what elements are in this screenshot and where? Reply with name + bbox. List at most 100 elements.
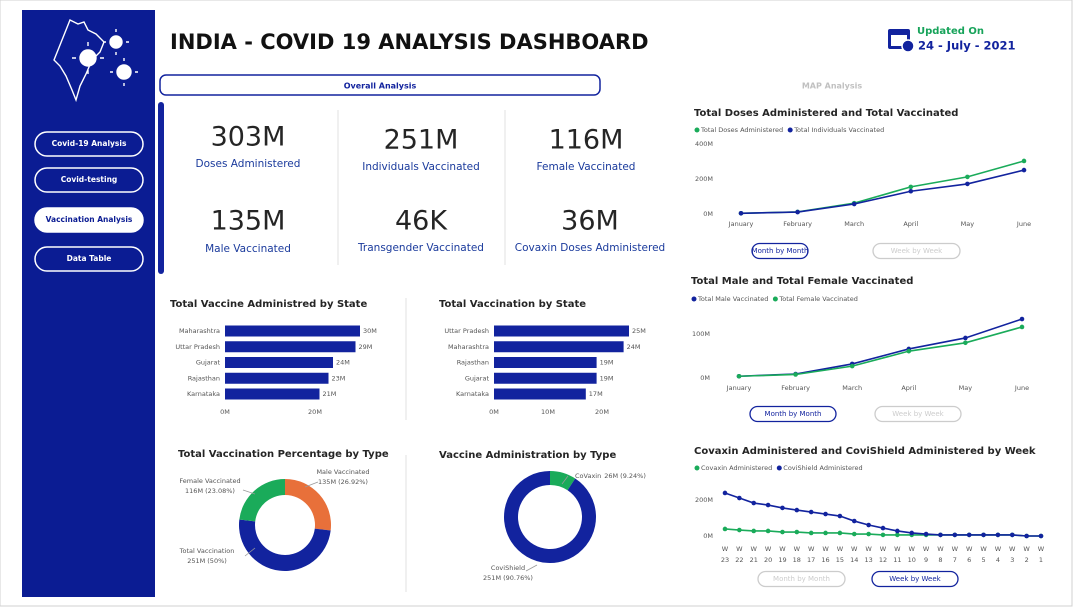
data-point xyxy=(808,530,814,536)
tab-label[interactable]: MAP Analysis xyxy=(802,82,863,91)
x-tick-label: 0M xyxy=(220,408,230,416)
nav-label[interactable]: Covid-testing xyxy=(61,175,118,184)
scrollbar[interactable] xyxy=(158,102,164,274)
nav-label[interactable]: Data Table xyxy=(67,254,112,263)
data-point xyxy=(736,373,742,379)
nav-button[interactable] xyxy=(34,246,144,272)
segment-name: Male Vaccinated xyxy=(316,468,369,476)
toggle-button[interactable] xyxy=(757,570,846,588)
data-point xyxy=(751,500,757,506)
sidebar xyxy=(22,10,155,597)
data-point xyxy=(880,525,886,531)
data-point xyxy=(837,513,843,519)
data-point xyxy=(880,532,886,538)
chart-title: Covaxin Administered and CoviShield Admi… xyxy=(694,446,1036,457)
toggle-label[interactable]: Month by Month xyxy=(773,575,830,583)
value-label: 17M xyxy=(589,390,603,398)
chart-title: Total Vaccine Administred by State xyxy=(170,299,367,310)
data-point xyxy=(938,532,943,538)
chart-title: Total Vaccination by State xyxy=(439,299,586,310)
data-point xyxy=(908,184,914,190)
leader-line xyxy=(525,564,538,572)
x-tick-label: 20M xyxy=(595,408,609,416)
category-label: Rajasthan xyxy=(457,359,489,367)
x-tick-label: W 13 xyxy=(864,545,872,564)
data-point xyxy=(851,201,857,207)
segment-label: CoVaxin 26M (9.24%) xyxy=(575,472,646,480)
nav-label[interactable]: Covid-19 Analysis xyxy=(52,139,127,148)
segment-value: 251M (50%) xyxy=(187,557,227,565)
tab-label[interactable]: Overall Analysis xyxy=(344,82,417,91)
data-point xyxy=(780,529,785,535)
leader-line xyxy=(242,489,256,495)
toggle-button[interactable] xyxy=(871,570,959,588)
nav-button-active[interactable] xyxy=(34,207,144,233)
y-tick-label: 0M xyxy=(703,210,713,218)
data-point xyxy=(895,532,900,538)
data-point xyxy=(823,530,828,536)
leader-line xyxy=(561,475,569,485)
toggle-button[interactable] xyxy=(872,242,961,260)
series-line xyxy=(738,326,1023,378)
legend-marker xyxy=(772,296,778,302)
data-point xyxy=(981,532,986,538)
x-tick-label: February xyxy=(781,384,810,392)
data-point xyxy=(751,528,757,534)
x-tick-label: W 23 xyxy=(721,545,729,564)
kpi-value: 303M xyxy=(211,122,286,153)
x-tick-label: April xyxy=(903,220,918,228)
kpi-value: 46K xyxy=(395,206,448,237)
legend-marker xyxy=(691,296,697,302)
toggle-label[interactable]: Month by Month xyxy=(765,410,822,418)
tab-button[interactable] xyxy=(159,74,601,96)
kpi-value: 36M xyxy=(561,206,619,237)
data-point xyxy=(966,532,972,538)
category-label: Karnataka xyxy=(187,390,220,398)
nav-label[interactable]: Vaccination Analysis xyxy=(46,215,133,224)
kpi-label: Male Vaccinated xyxy=(205,243,291,255)
kpi-label: Covaxin Doses Administered xyxy=(515,242,665,254)
chart-title: Total Vaccination Percentage by Type xyxy=(178,449,389,460)
segment-value: 26M (9.24%) xyxy=(604,472,646,480)
data-point xyxy=(1038,533,1044,539)
chart-title: Total Doses Administered and Total Vacci… xyxy=(694,108,958,119)
kpi-label: Doses Administered xyxy=(196,158,301,170)
segment-value: 135M (26.92%) xyxy=(318,478,368,486)
value-label: 21M xyxy=(323,390,337,398)
toggle-label[interactable]: Month by Month xyxy=(752,247,809,255)
x-tick-label: 0M xyxy=(489,408,499,416)
nav-button[interactable] xyxy=(34,167,144,193)
value-label: 29M xyxy=(359,343,373,351)
category-label: Gujarat xyxy=(465,374,490,382)
chart-title: Total Male and Total Female Vaccinated xyxy=(691,276,913,287)
data-point xyxy=(722,490,728,496)
nav-button[interactable] xyxy=(34,131,144,157)
toggle-label[interactable]: Week by Week xyxy=(892,410,944,418)
value-label: 25M xyxy=(632,327,646,335)
toggle-button[interactable] xyxy=(874,405,962,423)
toggle-label[interactable]: Week by Week xyxy=(889,575,941,583)
data-point xyxy=(765,502,771,508)
donut-segment xyxy=(239,479,285,522)
x-tick-label: W 21 xyxy=(750,545,758,564)
segment-name: Total Vaccination xyxy=(179,547,235,555)
legend-marker xyxy=(694,465,700,471)
toggle-button[interactable] xyxy=(749,405,837,423)
toggle-button[interactable] xyxy=(751,242,809,260)
segment-value: 251M (90.76%) xyxy=(483,574,533,582)
data-point xyxy=(866,522,871,528)
data-point xyxy=(1021,167,1027,173)
x-tick-label: May xyxy=(959,384,973,392)
category-label: Uttar Pradesh xyxy=(444,327,489,335)
data-point xyxy=(849,363,855,369)
toggle-label[interactable]: Week by Week xyxy=(891,247,943,255)
kpi-value: 116M xyxy=(549,125,624,156)
data-point xyxy=(793,372,798,377)
x-tick-label: W 19 xyxy=(778,545,786,564)
data-point xyxy=(795,209,800,215)
